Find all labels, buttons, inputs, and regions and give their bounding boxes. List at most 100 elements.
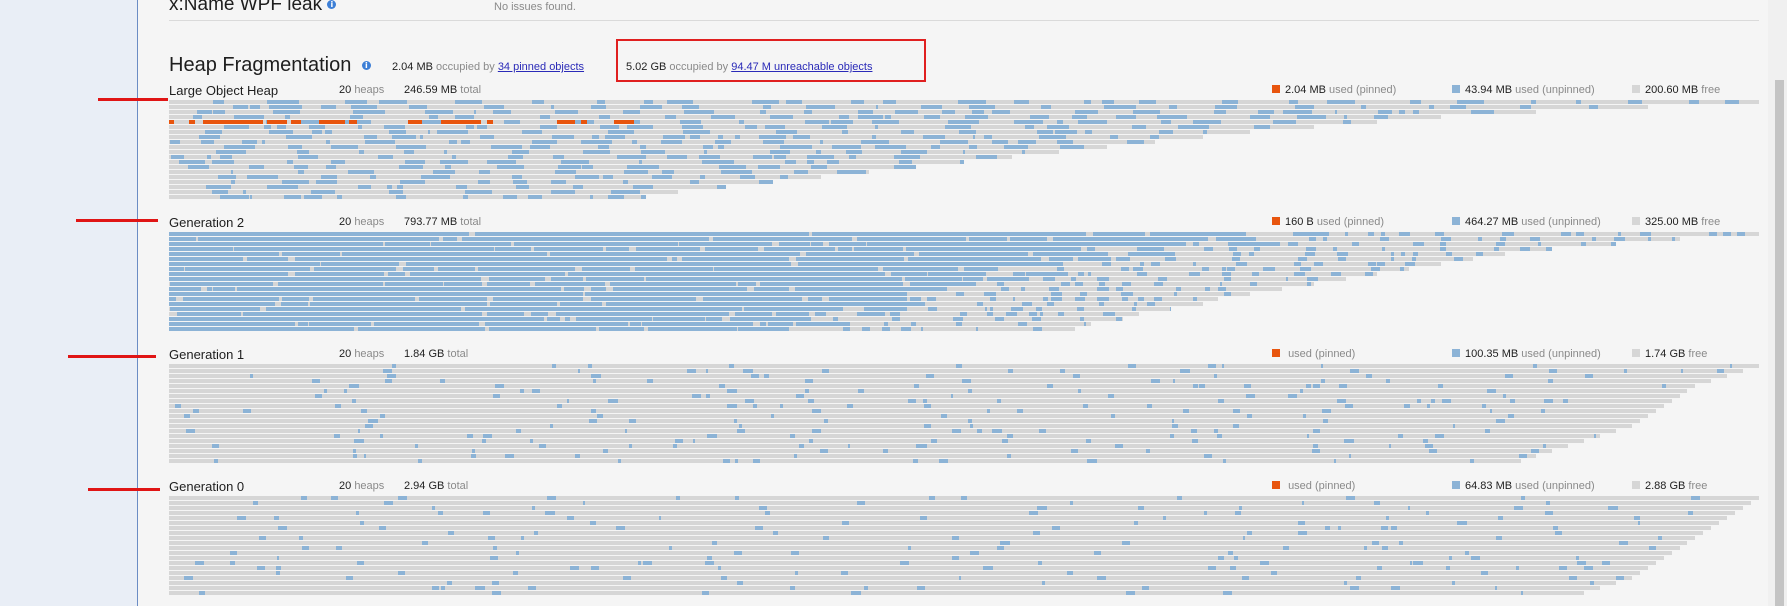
unpinned-segment	[276, 272, 288, 276]
unpinned-segment	[908, 257, 934, 261]
unpinned-segment	[410, 302, 434, 306]
heap-row	[169, 531, 1703, 535]
generation-name: Large Object Heap	[169, 83, 279, 98]
unpinned-segment	[337, 195, 342, 199]
unpinned-segment	[766, 297, 797, 301]
heap-row	[169, 150, 1059, 154]
unpinned-segment	[446, 242, 477, 246]
legend-unpinned: 64.83 MB used (unpinned)	[1452, 480, 1595, 492]
unpinned-segment	[1717, 369, 1724, 373]
unpinned-segment	[692, 394, 701, 398]
unpinned-segment	[389, 237, 408, 241]
unpinned-segment	[374, 322, 400, 326]
left-pane	[0, 0, 138, 606]
unpinned-segment	[790, 317, 811, 321]
unpinned-segment	[621, 272, 643, 276]
unpinned-segment	[169, 287, 201, 291]
unpinned-segment	[1247, 414, 1252, 418]
annotation-marker	[98, 98, 168, 101]
unpinned-segment	[1236, 262, 1247, 266]
unpinned-segment	[278, 526, 287, 530]
info-icon[interactable]: i	[327, 0, 337, 9]
unpinned-segment	[953, 317, 963, 321]
unpinned-segment	[1305, 252, 1315, 256]
unpinned-segment	[434, 302, 445, 306]
unpinned-segment	[898, 247, 903, 251]
heap-row	[169, 424, 1632, 428]
pinned-segment	[189, 120, 195, 124]
unpinned-segment	[759, 135, 786, 139]
unpinned-segment	[1086, 439, 1091, 443]
unpinned-swatch-icon	[1452, 481, 1460, 489]
unpinned-segment	[1423, 439, 1428, 443]
unpinned-segment	[1071, 449, 1078, 453]
unpinned-segment	[325, 130, 332, 134]
unpinned-segment	[615, 307, 650, 311]
unpinned-segment	[234, 115, 264, 119]
unpinned-segment	[763, 140, 784, 144]
unpinned-segment	[337, 257, 361, 261]
unpinned-segment	[1429, 449, 1437, 453]
unpinned-segment	[591, 287, 606, 291]
unreachable-objects-link[interactable]: 94.47 M unreachable objects	[731, 61, 873, 73]
unpinned-segment	[1121, 267, 1129, 271]
unpinned-segment	[1203, 130, 1207, 134]
unpinned-segment	[547, 496, 556, 500]
unpinned-segment	[380, 414, 385, 418]
unpinned-segment	[1028, 232, 1059, 236]
unpinned-segment	[1514, 506, 1523, 510]
unpinned-segment	[1546, 501, 1550, 505]
info-icon[interactable]: i	[361, 61, 371, 70]
unpinned-segment	[471, 454, 476, 458]
unpinned-segment	[879, 252, 914, 256]
unpinned-segment	[843, 237, 852, 241]
unpinned-segment	[788, 232, 809, 236]
unpinned-segment	[508, 155, 523, 159]
unpinned-segment	[296, 262, 320, 266]
unpinned-segment	[1075, 297, 1085, 301]
unpinned-segment	[1364, 546, 1367, 550]
unpinned-segment	[1614, 237, 1625, 241]
unpinned-segment	[387, 317, 424, 321]
unpinned-segment	[237, 516, 246, 520]
unpinned-segment	[707, 434, 717, 438]
unpinned-segment	[1060, 145, 1084, 149]
unpinned-segment	[706, 282, 714, 286]
unpinned-segment	[1138, 297, 1144, 301]
unpinned-segment	[1322, 409, 1331, 413]
unpinned-segment	[1544, 399, 1553, 403]
unpinned-segment	[831, 120, 853, 124]
unpinned-segment	[507, 317, 544, 321]
unpinned-segment	[257, 566, 265, 570]
unpinned-segment	[420, 135, 423, 139]
unpinned-segment	[1232, 257, 1240, 261]
unpinned-segment	[827, 272, 850, 276]
unpinned-segment	[794, 170, 808, 174]
unpinned-segment	[309, 322, 337, 326]
scrollbar-thumb[interactable]	[1775, 80, 1784, 606]
unpinned-segment	[684, 110, 714, 114]
unpinned-segment	[1505, 374, 1513, 378]
legend-pinned: 2.04 MB used (pinned)	[1272, 84, 1396, 96]
unpinned-segment	[764, 374, 769, 378]
unpinned-segment	[1029, 511, 1038, 515]
unpinned-segment	[377, 267, 396, 271]
unpinned-segment	[688, 317, 705, 321]
unpinned-segment	[1043, 277, 1055, 281]
unpinned-segment	[1147, 302, 1155, 306]
unpinned-segment	[248, 252, 279, 256]
unpinned-segment	[169, 242, 211, 246]
unpinned-segment	[715, 140, 731, 144]
unpinned-segment	[1071, 252, 1108, 256]
unpinned-segment	[1040, 312, 1043, 316]
unpinned-segment	[883, 100, 896, 104]
unpinned-segment	[286, 287, 321, 291]
unpinned-segment	[211, 242, 237, 246]
pinned-objects-link[interactable]: 34 pinned objects	[497, 61, 585, 73]
unpinned-segment	[550, 424, 553, 428]
unpinned-segment	[207, 287, 212, 291]
unpinned-segment	[328, 232, 343, 236]
unpinned-segment	[500, 302, 506, 306]
unpinned-segment	[810, 302, 842, 306]
unpinned-segment	[1116, 287, 1123, 291]
